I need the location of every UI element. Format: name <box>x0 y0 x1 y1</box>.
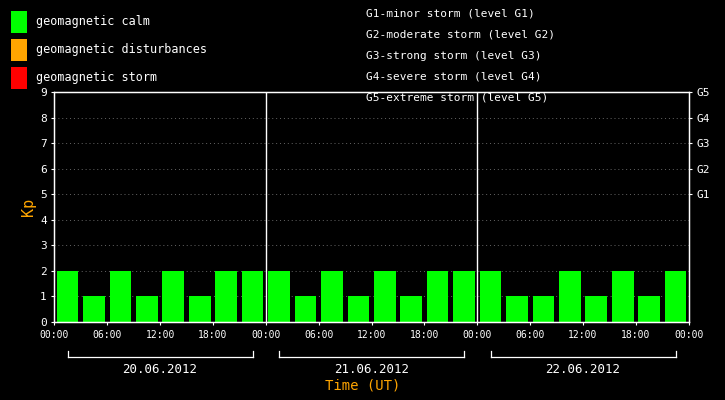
Text: G3-strong storm (level G3): G3-strong storm (level G3) <box>366 51 542 61</box>
Text: G5-extreme storm (level G5): G5-extreme storm (level G5) <box>366 92 548 102</box>
Text: Time (UT): Time (UT) <box>325 379 400 393</box>
Bar <box>109 271 131 322</box>
Bar <box>57 271 78 322</box>
Bar <box>533 296 554 322</box>
Bar <box>506 296 528 322</box>
Bar <box>268 271 290 322</box>
Bar <box>427 271 449 322</box>
Bar <box>136 296 158 322</box>
Text: 21.06.2012: 21.06.2012 <box>334 363 409 376</box>
Bar <box>480 271 502 322</box>
Bar <box>189 296 210 322</box>
Bar <box>638 296 660 322</box>
Bar <box>665 271 687 322</box>
Bar <box>241 271 263 322</box>
Text: 20.06.2012: 20.06.2012 <box>123 363 198 376</box>
Bar <box>400 296 422 322</box>
Text: G2-moderate storm (level G2): G2-moderate storm (level G2) <box>366 30 555 40</box>
Bar <box>585 296 607 322</box>
Bar <box>612 271 634 322</box>
Text: geomagnetic calm: geomagnetic calm <box>36 15 149 28</box>
Text: geomagnetic storm: geomagnetic storm <box>36 71 157 84</box>
Bar <box>374 271 396 322</box>
Bar <box>162 271 184 322</box>
Text: geomagnetic disturbances: geomagnetic disturbances <box>36 43 207 56</box>
Y-axis label: Kp: Kp <box>21 198 36 216</box>
Text: 22.06.2012: 22.06.2012 <box>545 363 621 376</box>
Text: G1-minor storm (level G1): G1-minor storm (level G1) <box>366 9 535 19</box>
Bar <box>347 296 369 322</box>
Bar <box>559 271 581 322</box>
Bar <box>215 271 237 322</box>
Text: G4-severe storm (level G4): G4-severe storm (level G4) <box>366 72 542 82</box>
Bar <box>321 271 343 322</box>
Bar <box>83 296 105 322</box>
Bar <box>453 271 475 322</box>
Bar <box>294 296 316 322</box>
